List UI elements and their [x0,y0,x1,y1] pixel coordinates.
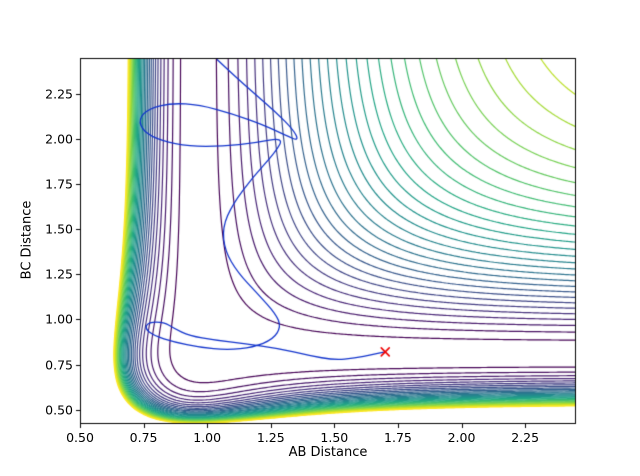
y-tick-label: 0.75 [45,357,73,372]
y-axis-label: BC Distance [19,200,35,280]
x-tick-label: 1.00 [193,430,222,445]
x-tick-label: 0.75 [129,430,158,445]
y-tick-label: 1.00 [45,311,73,327]
y-tick-label: 1.25 [45,266,73,282]
x-tick-label: 1.75 [384,430,412,445]
x-tick-label: 1.25 [256,430,285,445]
x-tick-label: 1.50 [320,430,349,445]
x-tick-label: 2.25 [511,430,540,445]
x-tick-label: 2.00 [447,430,476,445]
x-axis-label: AB Distance [288,445,368,460]
y-tick-label: 1.50 [45,221,73,237]
y-tick-label: 2.00 [45,131,73,147]
y-tick-label: 1.75 [45,176,73,192]
y-tick-label: 0.50 [45,402,73,418]
y-tick-label: 2.25 [45,86,73,102]
x-tick-label: 0.50 [66,430,94,445]
